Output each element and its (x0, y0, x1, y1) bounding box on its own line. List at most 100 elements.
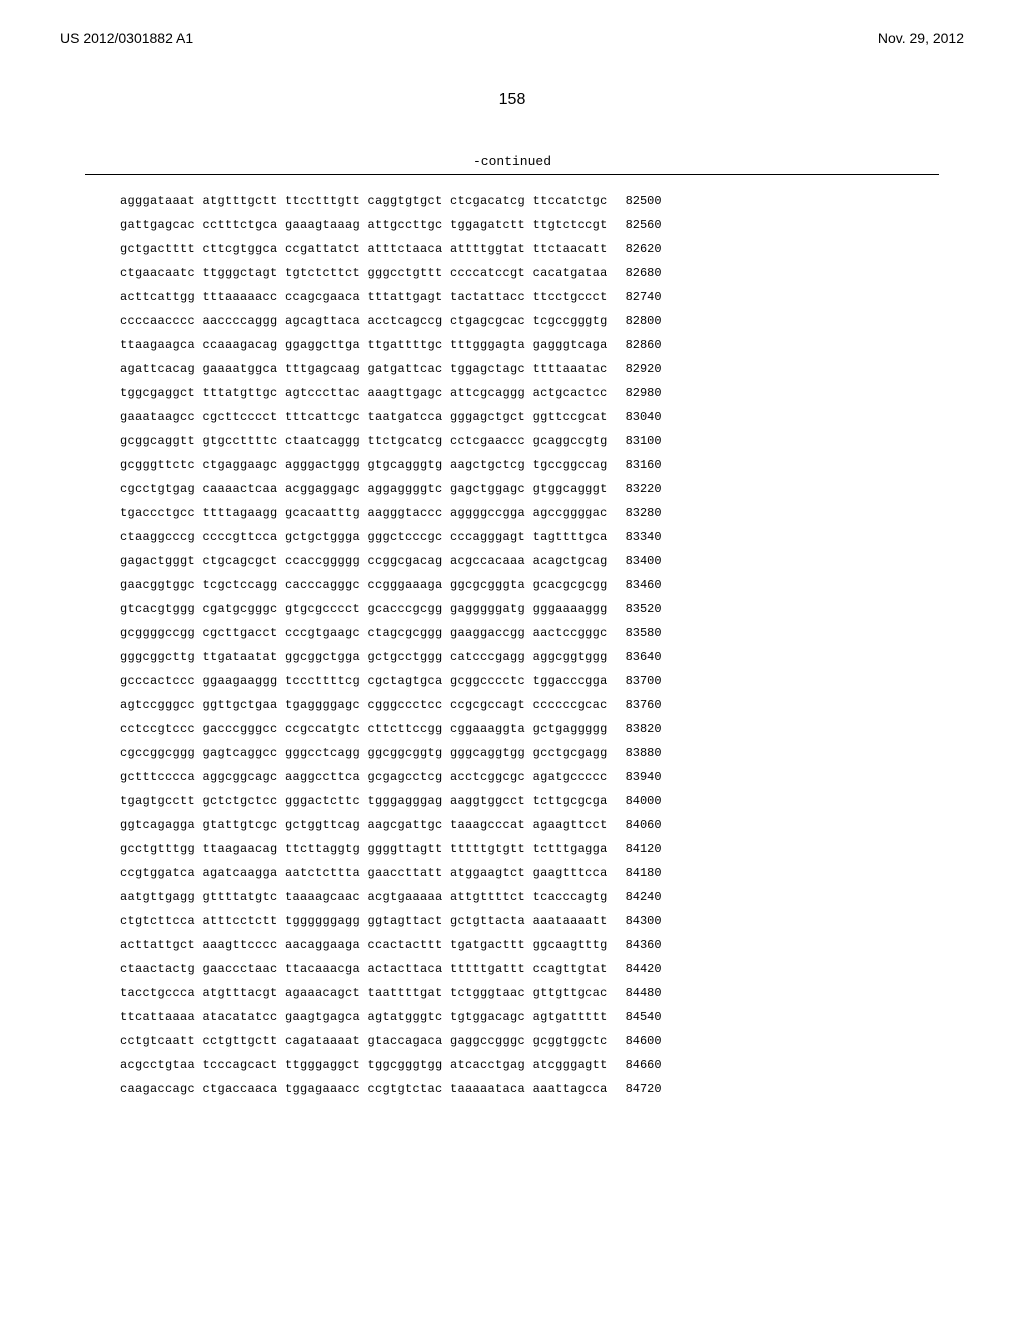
sequence-bases: aatgttgagg gttttatgtc taaaagcaac acgtgaa… (120, 891, 608, 903)
sequence-bases: acttcattgg tttaaaaacc ccagcgaaca tttattg… (120, 291, 608, 303)
sequence-position: 83100 (626, 435, 662, 447)
sequence-position: 82500 (626, 195, 662, 207)
sequence-bases: cctccgtccc gacccgggcc ccgccatgtc cttcttc… (120, 723, 608, 735)
sequence-position: 84420 (626, 963, 662, 975)
sequence-position: 83880 (626, 747, 662, 759)
sequence-row: ggtcagagga gtattgtcgc gctggttcag aagcgat… (120, 819, 904, 831)
sequence-bases: gcccactccc ggaagaaggg tcccttttcg cgctagt… (120, 675, 608, 687)
sequence-position: 84480 (626, 987, 662, 999)
sequence-bases: tgaccctgcc ttttagaagg gcacaatttg aagggta… (120, 507, 608, 519)
sequence-row: ttcattaaaa atacatatcc gaagtgagca agtatgg… (120, 1011, 904, 1023)
sequence-row: gctttcccca aggcggcagc aaggccttca gcgagcc… (120, 771, 904, 783)
separator-line (85, 174, 939, 175)
sequence-bases: gcggggccgg cgcttgacct cccgtgaagc ctagcgc… (120, 627, 608, 639)
sequence-row: agggataaat atgtttgctt ttcctttgtt caggtgt… (120, 195, 904, 207)
sequence-position: 82740 (626, 291, 662, 303)
sequence-row: gcccactccc ggaagaaggg tcccttttcg cgctagt… (120, 675, 904, 687)
sequence-position: 84060 (626, 819, 662, 831)
sequence-bases: gcctgtttgg ttaagaacag ttcttaggtg ggggtta… (120, 843, 608, 855)
sequence-bases: gaaataagcc cgcttcccct tttcattcgc taatgat… (120, 411, 608, 423)
sequence-position: 82680 (626, 267, 662, 279)
sequence-row: ctaaggcccg ccccgttcca gctgctggga gggctcc… (120, 531, 904, 543)
sequence-bases: ctgaacaatc ttgggctagt tgtctcttct gggcctg… (120, 267, 608, 279)
sequence-row: tgaccctgcc ttttagaagg gcacaatttg aagggta… (120, 507, 904, 519)
sequence-row: aatgttgagg gttttatgtc taaaagcaac acgtgaa… (120, 891, 904, 903)
sequence-bases: gagactgggt ctgcagcgct ccaccggggg ccggcga… (120, 555, 608, 567)
sequence-row: cgcctgtgag caaaactcaa acggaggagc aggaggg… (120, 483, 904, 495)
sequence-row: agtccgggcc ggttgctgaa tgaggggagc cgggccc… (120, 699, 904, 711)
sequence-bases: gctttcccca aggcggcagc aaggccttca gcgagcc… (120, 771, 608, 783)
sequence-position: 83940 (626, 771, 662, 783)
sequence-row: gcgggttctc ctgaggaagc agggactggg gtgcagg… (120, 459, 904, 471)
sequence-row: gcctgtttgg ttaagaacag ttcttaggtg ggggtta… (120, 843, 904, 855)
sequence-row: agattcacag gaaaatggca tttgagcaag gatgatt… (120, 363, 904, 375)
sequence-bases: agggataaat atgtttgctt ttcctttgtt caggtgt… (120, 195, 608, 207)
continued-label: -continued (0, 154, 1024, 169)
sequence-position: 83280 (626, 507, 662, 519)
sequence-position: 83040 (626, 411, 662, 423)
sequence-position: 83640 (626, 651, 662, 663)
sequence-listing: agggataaat atgtttgctt ttcctttgtt caggtgt… (0, 195, 1024, 1095)
sequence-position: 83400 (626, 555, 662, 567)
sequence-bases: ccgtggatca agatcaagga aatctcttta gaacctt… (120, 867, 608, 879)
sequence-row: gcggcaggtt gtgccttttc ctaatcaggg ttctgca… (120, 435, 904, 447)
sequence-row: gattgagcac cctttctgca gaaagtaaag attgcct… (120, 219, 904, 231)
sequence-row: ctaactactg gaaccctaac ttacaaacga actactt… (120, 963, 904, 975)
sequence-bases: tacctgccca atgtttacgt agaaacagct taatttt… (120, 987, 608, 999)
publication-date: Nov. 29, 2012 (878, 30, 964, 46)
sequence-position: 82560 (626, 219, 662, 231)
sequence-bases: ctaactactg gaaccctaac ttacaaacga actactt… (120, 963, 608, 975)
sequence-row: ccccaacccc aaccccaggg agcagttaca acctcag… (120, 315, 904, 327)
sequence-row: gagactgggt ctgcagcgct ccaccggggg ccggcga… (120, 555, 904, 567)
sequence-position: 84180 (626, 867, 662, 879)
sequence-row: tggcgaggct tttatgttgc agtcccttac aaagttg… (120, 387, 904, 399)
sequence-position: 83580 (626, 627, 662, 639)
sequence-row: acttcattgg tttaaaaacc ccagcgaaca tttattg… (120, 291, 904, 303)
sequence-bases: gtcacgtggg cgatgcgggc gtgcgcccct gcacccg… (120, 603, 608, 615)
sequence-bases: gattgagcac cctttctgca gaaagtaaag attgcct… (120, 219, 608, 231)
sequence-position: 84300 (626, 915, 662, 927)
sequence-bases: agtccgggcc ggttgctgaa tgaggggagc cgggccc… (120, 699, 608, 711)
sequence-bases: ggtcagagga gtattgtcgc gctggttcag aagcgat… (120, 819, 608, 831)
sequence-position: 82620 (626, 243, 662, 255)
sequence-row: cctccgtccc gacccgggcc ccgccatgtc cttcttc… (120, 723, 904, 735)
sequence-bases: ttaagaagca ccaaagacag ggaggcttga ttgattt… (120, 339, 608, 351)
sequence-bases: tgagtgcctt gctctgctcc gggactcttc tgggagg… (120, 795, 608, 807)
sequence-position: 84660 (626, 1059, 662, 1071)
sequence-bases: gaacggtggc tcgctccagg cacccagggc ccgggaa… (120, 579, 608, 591)
sequence-bases: acgcctgtaa tcccagcact ttgggaggct tggcggg… (120, 1059, 608, 1071)
sequence-position: 83520 (626, 603, 662, 615)
sequence-position: 84360 (626, 939, 662, 951)
page-number: 158 (0, 91, 1024, 109)
sequence-position: 83760 (626, 699, 662, 711)
sequence-position: 84000 (626, 795, 662, 807)
sequence-position: 83160 (626, 459, 662, 471)
sequence-position: 84720 (626, 1083, 662, 1095)
sequence-position: 83700 (626, 675, 662, 687)
sequence-bases: caagaccagc ctgaccaaca tggagaaacc ccgtgtc… (120, 1083, 608, 1095)
sequence-row: cgccggcggg gagtcaggcc gggcctcagg ggcggcg… (120, 747, 904, 759)
sequence-row: gtcacgtggg cgatgcgggc gtgcgcccct gcacccg… (120, 603, 904, 615)
sequence-row: ttaagaagca ccaaagacag ggaggcttga ttgattt… (120, 339, 904, 351)
sequence-row: acttattgct aaagttcccc aacaggaaga ccactac… (120, 939, 904, 951)
sequence-bases: gcgggttctc ctgaggaagc agggactggg gtgcagg… (120, 459, 608, 471)
sequence-bases: ctgtcttcca atttcctctt tggggggagg ggtagtt… (120, 915, 608, 927)
sequence-bases: agattcacag gaaaatggca tttgagcaag gatgatt… (120, 363, 608, 375)
sequence-bases: cgcctgtgag caaaactcaa acggaggagc aggaggg… (120, 483, 608, 495)
sequence-row: gaacggtggc tcgctccagg cacccagggc ccgggaa… (120, 579, 904, 591)
sequence-position: 83220 (626, 483, 662, 495)
sequence-bases: ctaaggcccg ccccgttcca gctgctggga gggctcc… (120, 531, 608, 543)
patent-number: US 2012/0301882 A1 (60, 30, 193, 46)
sequence-row: tgagtgcctt gctctgctcc gggactcttc tgggagg… (120, 795, 904, 807)
sequence-position: 84600 (626, 1035, 662, 1047)
sequence-row: tacctgccca atgtttacgt agaaacagct taatttt… (120, 987, 904, 999)
sequence-position: 84120 (626, 843, 662, 855)
sequence-position: 82920 (626, 363, 662, 375)
sequence-position: 82800 (626, 315, 662, 327)
sequence-row: cctgtcaatt cctgttgctt cagataaaat gtaccag… (120, 1035, 904, 1047)
sequence-bases: ttcattaaaa atacatatcc gaagtgagca agtatgg… (120, 1011, 608, 1023)
sequence-row: ctgaacaatc ttgggctagt tgtctcttct gggcctg… (120, 267, 904, 279)
sequence-bases: acttattgct aaagttcccc aacaggaaga ccactac… (120, 939, 608, 951)
sequence-bases: ccccaacccc aaccccaggg agcagttaca acctcag… (120, 315, 608, 327)
sequence-row: ccgtggatca agatcaagga aatctcttta gaacctt… (120, 867, 904, 879)
